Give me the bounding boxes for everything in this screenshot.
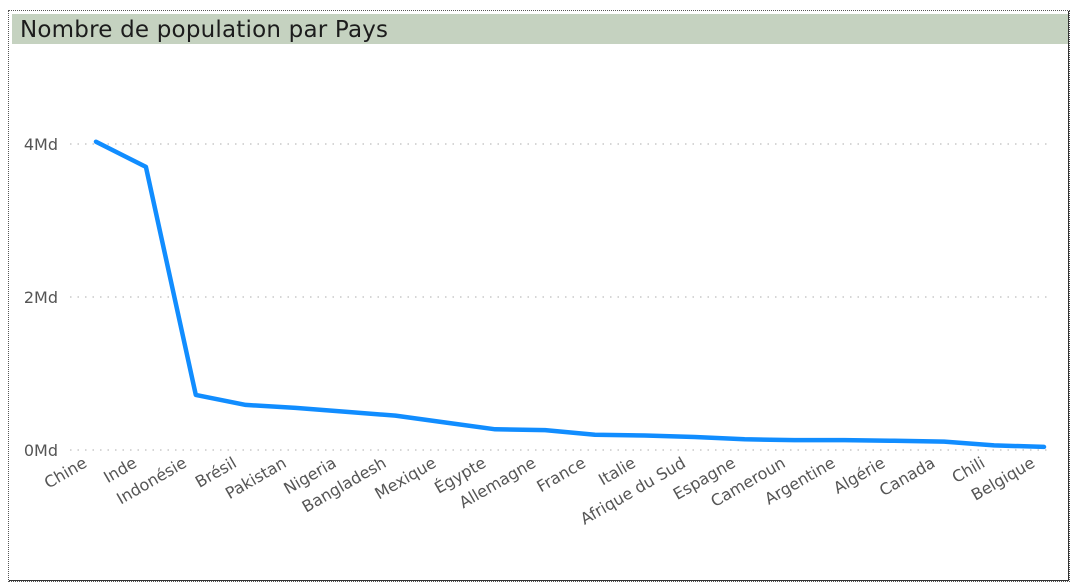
y-axis: 0Md 2Md 4Md [24,135,58,460]
data-point[interactable] [1041,444,1047,450]
series-layer[interactable] [93,139,1047,450]
data-point[interactable] [243,402,249,408]
data-point[interactable] [293,405,299,411]
x-tick-label: France [533,453,589,496]
y-tick-label: 2Md [24,288,58,307]
data-point[interactable] [642,432,648,438]
data-point[interactable] [143,164,149,170]
data-point[interactable] [742,436,748,442]
data-point[interactable] [692,434,698,440]
series-line[interactable] [93,139,1047,450]
gridlines [70,143,1050,451]
data-point[interactable] [592,432,598,438]
y-tick-label: 4Md [24,135,58,154]
x-tick-label: Canada [876,453,938,500]
data-point[interactable] [492,426,498,432]
data-point[interactable] [941,439,947,445]
data-point[interactable] [542,427,548,433]
data-point[interactable] [442,419,448,425]
data-point[interactable] [93,139,99,145]
data-point[interactable] [792,437,798,443]
data-point[interactable] [991,442,997,448]
visual-container[interactable] [8,10,1070,582]
chart-title-bar [12,14,1068,44]
data-point[interactable] [342,409,348,415]
data-point[interactable] [193,392,199,398]
data-point[interactable] [891,438,897,444]
y-tick-label: 0Md [24,441,58,460]
chart-title: Nombre de population par Pays [20,17,389,43]
data-point[interactable] [841,437,847,443]
data-point[interactable] [392,413,398,419]
